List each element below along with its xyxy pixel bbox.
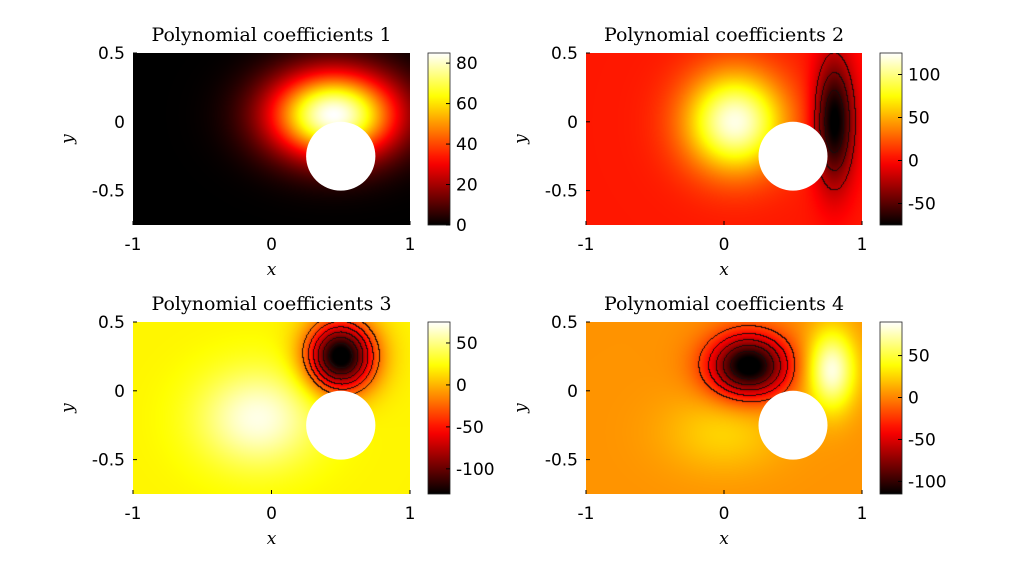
x-axis-label: x bbox=[719, 529, 729, 549]
colorbar-tick-label: 40 bbox=[456, 135, 478, 155]
plot-title: Polynomial coefficients 1 bbox=[151, 24, 391, 46]
colorbar-tick-label: 100 bbox=[908, 66, 940, 86]
obstacle-circle bbox=[306, 121, 376, 191]
y-tick-label: -0.5 bbox=[545, 451, 578, 471]
colorbar-tick-label: -50 bbox=[908, 430, 936, 450]
y-tick-label: 0.5 bbox=[98, 313, 125, 333]
plot-title: Polynomial coefficients 4 bbox=[604, 293, 844, 315]
obstacle-circle bbox=[758, 390, 828, 460]
x-tick-label: -1 bbox=[578, 235, 595, 255]
colorbar-tick-label: 80 bbox=[456, 54, 478, 74]
y-tick-label: 0 bbox=[114, 382, 125, 402]
y-tick-label: 0 bbox=[114, 113, 125, 133]
x-tick-label: -1 bbox=[578, 504, 595, 524]
y-tick-label: 0.5 bbox=[551, 313, 578, 333]
colorbar-tick-label: -100 bbox=[456, 460, 495, 480]
x-tick-label: 1 bbox=[405, 235, 416, 255]
colorbar: 50 0 -50 -100 bbox=[879, 321, 947, 495]
colorbar: 80 60 40 20 0 bbox=[427, 52, 478, 236]
x-tick-label: 1 bbox=[857, 235, 868, 255]
colorbar-tick-label: -50 bbox=[908, 195, 936, 215]
y-tick-label: 0 bbox=[567, 113, 578, 133]
colorbar-gradient bbox=[879, 52, 903, 226]
x-tick-label: 1 bbox=[857, 504, 868, 524]
y-tick-label: 0 bbox=[567, 382, 578, 402]
colorbar-gradient bbox=[427, 321, 451, 495]
colorbar-tick-label: 0 bbox=[908, 389, 919, 409]
colorbar-tick-label: 60 bbox=[456, 95, 478, 115]
y-axis-label: y bbox=[58, 134, 78, 145]
y-tick-label: -0.5 bbox=[92, 451, 125, 471]
x-tick-label: 0 bbox=[719, 504, 730, 524]
colorbar-tick-label: 50 bbox=[908, 347, 930, 367]
colorbar-tick-label: 20 bbox=[456, 176, 478, 196]
x-axis-label: x bbox=[267, 260, 277, 280]
x-axis-label: x bbox=[719, 260, 729, 280]
x-axis-label: x bbox=[267, 529, 277, 549]
panel-4: Polynomial coefficients 4 -1 0 1 0.5 0 -0.5 x y 5… bbox=[511, 293, 947, 549]
x-tick-label: 0 bbox=[719, 235, 730, 255]
colorbar-tick-label: 0 bbox=[456, 376, 467, 396]
y-tick-label: -0.5 bbox=[545, 182, 578, 202]
colorbar: 100 50 0 -50 bbox=[879, 52, 940, 226]
x-tick-label: 0 bbox=[266, 235, 277, 255]
y-axis-label: y bbox=[511, 403, 531, 414]
colorbar-tick-label: -100 bbox=[908, 472, 947, 492]
panel-1: Polynomial coefficients 1 -1 0 1 0.5 0 -0.5 x y 8… bbox=[58, 24, 478, 280]
x-tick-label: 0 bbox=[266, 504, 277, 524]
y-axis-label: y bbox=[58, 403, 78, 414]
y-tick-label: -0.5 bbox=[92, 182, 125, 202]
colorbar-gradient bbox=[427, 52, 451, 226]
y-tick-label: 0.5 bbox=[551, 44, 578, 64]
colorbar-gradient bbox=[879, 321, 903, 495]
colorbar-tick-label: 0 bbox=[456, 216, 467, 236]
panel-2: Polynomial coefficients 2 -1 0 1 0.5 0 -0.5 x y 1… bbox=[511, 24, 940, 280]
colorbar: 50 0 -50 -100 bbox=[427, 321, 495, 495]
x-tick-label: -1 bbox=[125, 235, 142, 255]
y-tick-label: 0.5 bbox=[98, 44, 125, 64]
panel-3: Polynomial coefficients 3 -1 0 1 0.5 0 -0.5 x y 5… bbox=[58, 293, 495, 549]
obstacle-circle bbox=[306, 390, 376, 460]
plot-title: Polynomial coefficients 2 bbox=[604, 24, 844, 46]
colorbar-tick-label: -50 bbox=[456, 418, 484, 438]
y-axis-label: y bbox=[511, 134, 531, 145]
colorbar-tick-label: 0 bbox=[908, 152, 919, 172]
colorbar-tick-label: 50 bbox=[456, 334, 478, 354]
plot-title: Polynomial coefficients 3 bbox=[151, 293, 391, 315]
x-tick-label: -1 bbox=[125, 504, 142, 524]
x-tick-label: 1 bbox=[405, 504, 416, 524]
obstacle-circle bbox=[758, 121, 828, 191]
colorbar-tick-label: 50 bbox=[908, 109, 930, 129]
